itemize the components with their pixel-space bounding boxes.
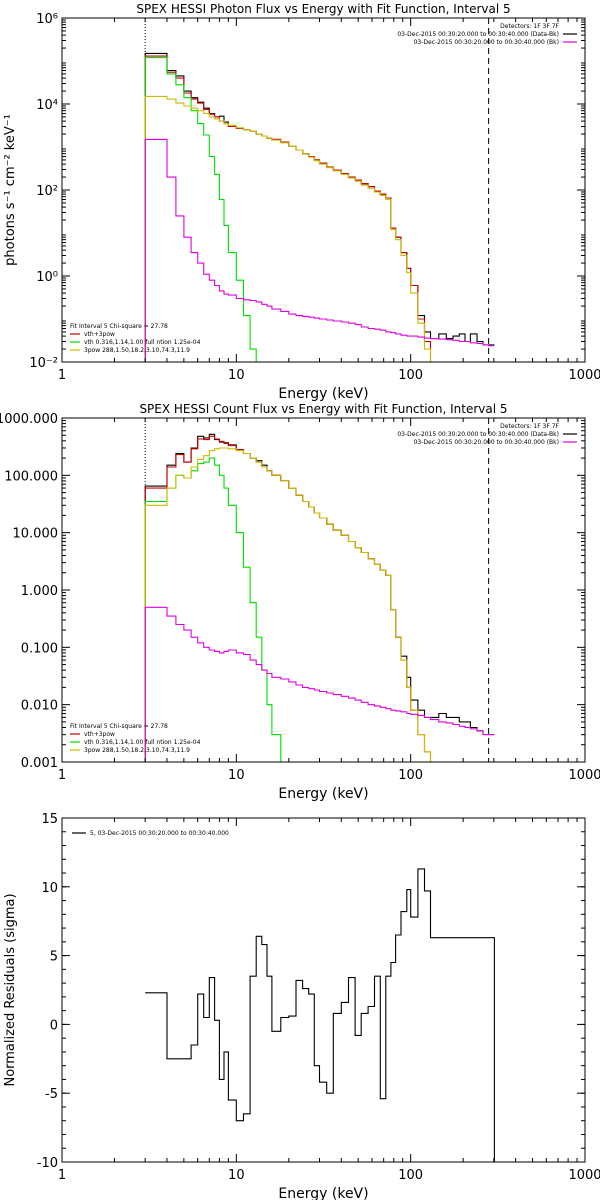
x-tick-label: 100 bbox=[398, 368, 423, 383]
y-tick-label: 1000.000 bbox=[0, 412, 58, 427]
x-axis-label: Energy (keV) bbox=[278, 1186, 368, 1200]
x-tick-label: 10 bbox=[228, 368, 245, 383]
legend-top-entry: 03-Dec-2015 00:30:20.000 to 00:30:40.000… bbox=[397, 431, 559, 438]
y-tick-label: 0 bbox=[50, 1018, 58, 1033]
y-tick-label: 0.100 bbox=[21, 641, 58, 656]
y-tick-label: -10 bbox=[37, 1156, 58, 1171]
legend-top-entry: Detectors: 1F 3F 7F bbox=[500, 423, 559, 430]
y-tick-label: 10⁻² bbox=[29, 356, 58, 371]
y-tick-label: 10 bbox=[41, 881, 58, 896]
legend-bottom-entry: vth+3pow bbox=[84, 331, 115, 338]
legend-bottom-entry: vth 0.316,1.14,1.00 full ntion 1.25e-04 bbox=[84, 339, 201, 346]
y-tick-label: -5 bbox=[45, 1087, 58, 1102]
legend-top-entry: 03-Dec-2015 00:30:20.000 to 00:30:40.000… bbox=[397, 31, 559, 38]
legend-top-entry: 5, 03-Dec-2015 00:30:20.000 to 00:30:40.… bbox=[90, 830, 229, 837]
x-tick-label: 1 bbox=[58, 1168, 66, 1183]
y-tick-label: 5 bbox=[50, 950, 58, 965]
legend-bottom-entry: vth+3pow bbox=[84, 731, 115, 738]
chart-1: 1 10 100 1000 10⁻² 10⁰ 10² 10⁴ 10⁶ SPEX HESSI Pho… bbox=[3, 2, 600, 402]
plot-frame bbox=[61, 17, 586, 363]
series-line-3 bbox=[144, 457, 295, 762]
y-tick-label: 0.010 bbox=[21, 699, 58, 714]
legend-bottom-entry: Fit Interval 5 Chi-square = 27.78 bbox=[70, 723, 168, 730]
x-tick-label: 1 bbox=[58, 768, 66, 783]
legend-top-entry: 03-Dec-2015 00:30:20.000 to 00:30:40.000… bbox=[414, 439, 559, 446]
legend-bottom-entry: 3pow 288,1.50,18.2,3.10,74.3,11.9 bbox=[84, 747, 190, 754]
series-line-1 bbox=[145, 868, 495, 1162]
series-group bbox=[144, 52, 495, 362]
series-line-4 bbox=[144, 95, 445, 362]
series-group bbox=[145, 868, 495, 1162]
x-tick-label: 100 bbox=[398, 768, 423, 783]
x-axis-label: Energy (keV) bbox=[278, 386, 368, 402]
y-tick-label: 1.000 bbox=[21, 584, 58, 599]
x-tick-label: 1000 bbox=[568, 768, 600, 783]
y-axis-label: Normalized Residuals (sigma) bbox=[3, 893, 18, 1086]
x-tick-label: 1000 bbox=[568, 1168, 600, 1183]
series-line-1 bbox=[144, 433, 495, 762]
x-axis-label: Energy (keV) bbox=[278, 786, 368, 802]
y-tick-label: 10.000 bbox=[13, 527, 59, 542]
y-tick-label: 10⁶ bbox=[36, 12, 58, 27]
x-tick-label: 1 bbox=[58, 368, 66, 383]
x-tick-label: 10 bbox=[228, 1168, 245, 1183]
y-tick-label: 100.000 bbox=[4, 469, 58, 484]
legend-bottom-entry: 3pow 288,1.50,18.2,3.10,74.3,11.9 bbox=[84, 347, 190, 354]
y-tick-label: 10⁰ bbox=[36, 270, 58, 285]
series-line-5 bbox=[144, 138, 495, 362]
series-line-5 bbox=[144, 606, 495, 762]
y-tick-label: 15 bbox=[41, 812, 58, 827]
chart-title: SPEX HESSI Photon Flux vs Energy with Fi… bbox=[136, 2, 510, 16]
x-tick-label: 10 bbox=[228, 768, 245, 783]
plot-frame bbox=[61, 817, 586, 1163]
legend-bottom-entry: vth 0.316,1.14,1.00 full ntion 1.25e-04 bbox=[84, 739, 201, 746]
chart-3: 1 10 100 1000 -10 -5 0 5 10 15 Energy (keV) Normali… bbox=[3, 812, 600, 1200]
series-group bbox=[144, 433, 495, 762]
legend-top-entry: 03-Dec-2015 00:30:20.000 to 00:30:40.000… bbox=[414, 39, 559, 46]
legend-top-entry: Detectors: 1F 3F 7F bbox=[500, 23, 559, 30]
y-tick-label: 0.001 bbox=[21, 756, 58, 771]
y-axis-label: photons s⁻¹ cm⁻² keV⁻¹ bbox=[3, 114, 18, 266]
chart-2: 1 10 100 1000 0.001 0.010 0.100 1.000 10.000 100.… bbox=[0, 402, 600, 802]
y-tick-label: 10⁴ bbox=[36, 98, 58, 113]
series-line-2 bbox=[144, 435, 445, 762]
plot-frame bbox=[61, 417, 586, 763]
series-line-4 bbox=[144, 447, 445, 762]
x-tick-label: 100 bbox=[398, 1168, 423, 1183]
series-line-3 bbox=[144, 57, 295, 362]
chart-title: SPEX HESSI Count Flux vs Energy with Fit… bbox=[139, 402, 507, 416]
legend-bottom-entry: Fit Interval 5 Chi-square = 27.78 bbox=[70, 323, 168, 330]
y-tick-label: 10² bbox=[36, 184, 58, 199]
x-tick-label: 1000 bbox=[568, 368, 600, 383]
